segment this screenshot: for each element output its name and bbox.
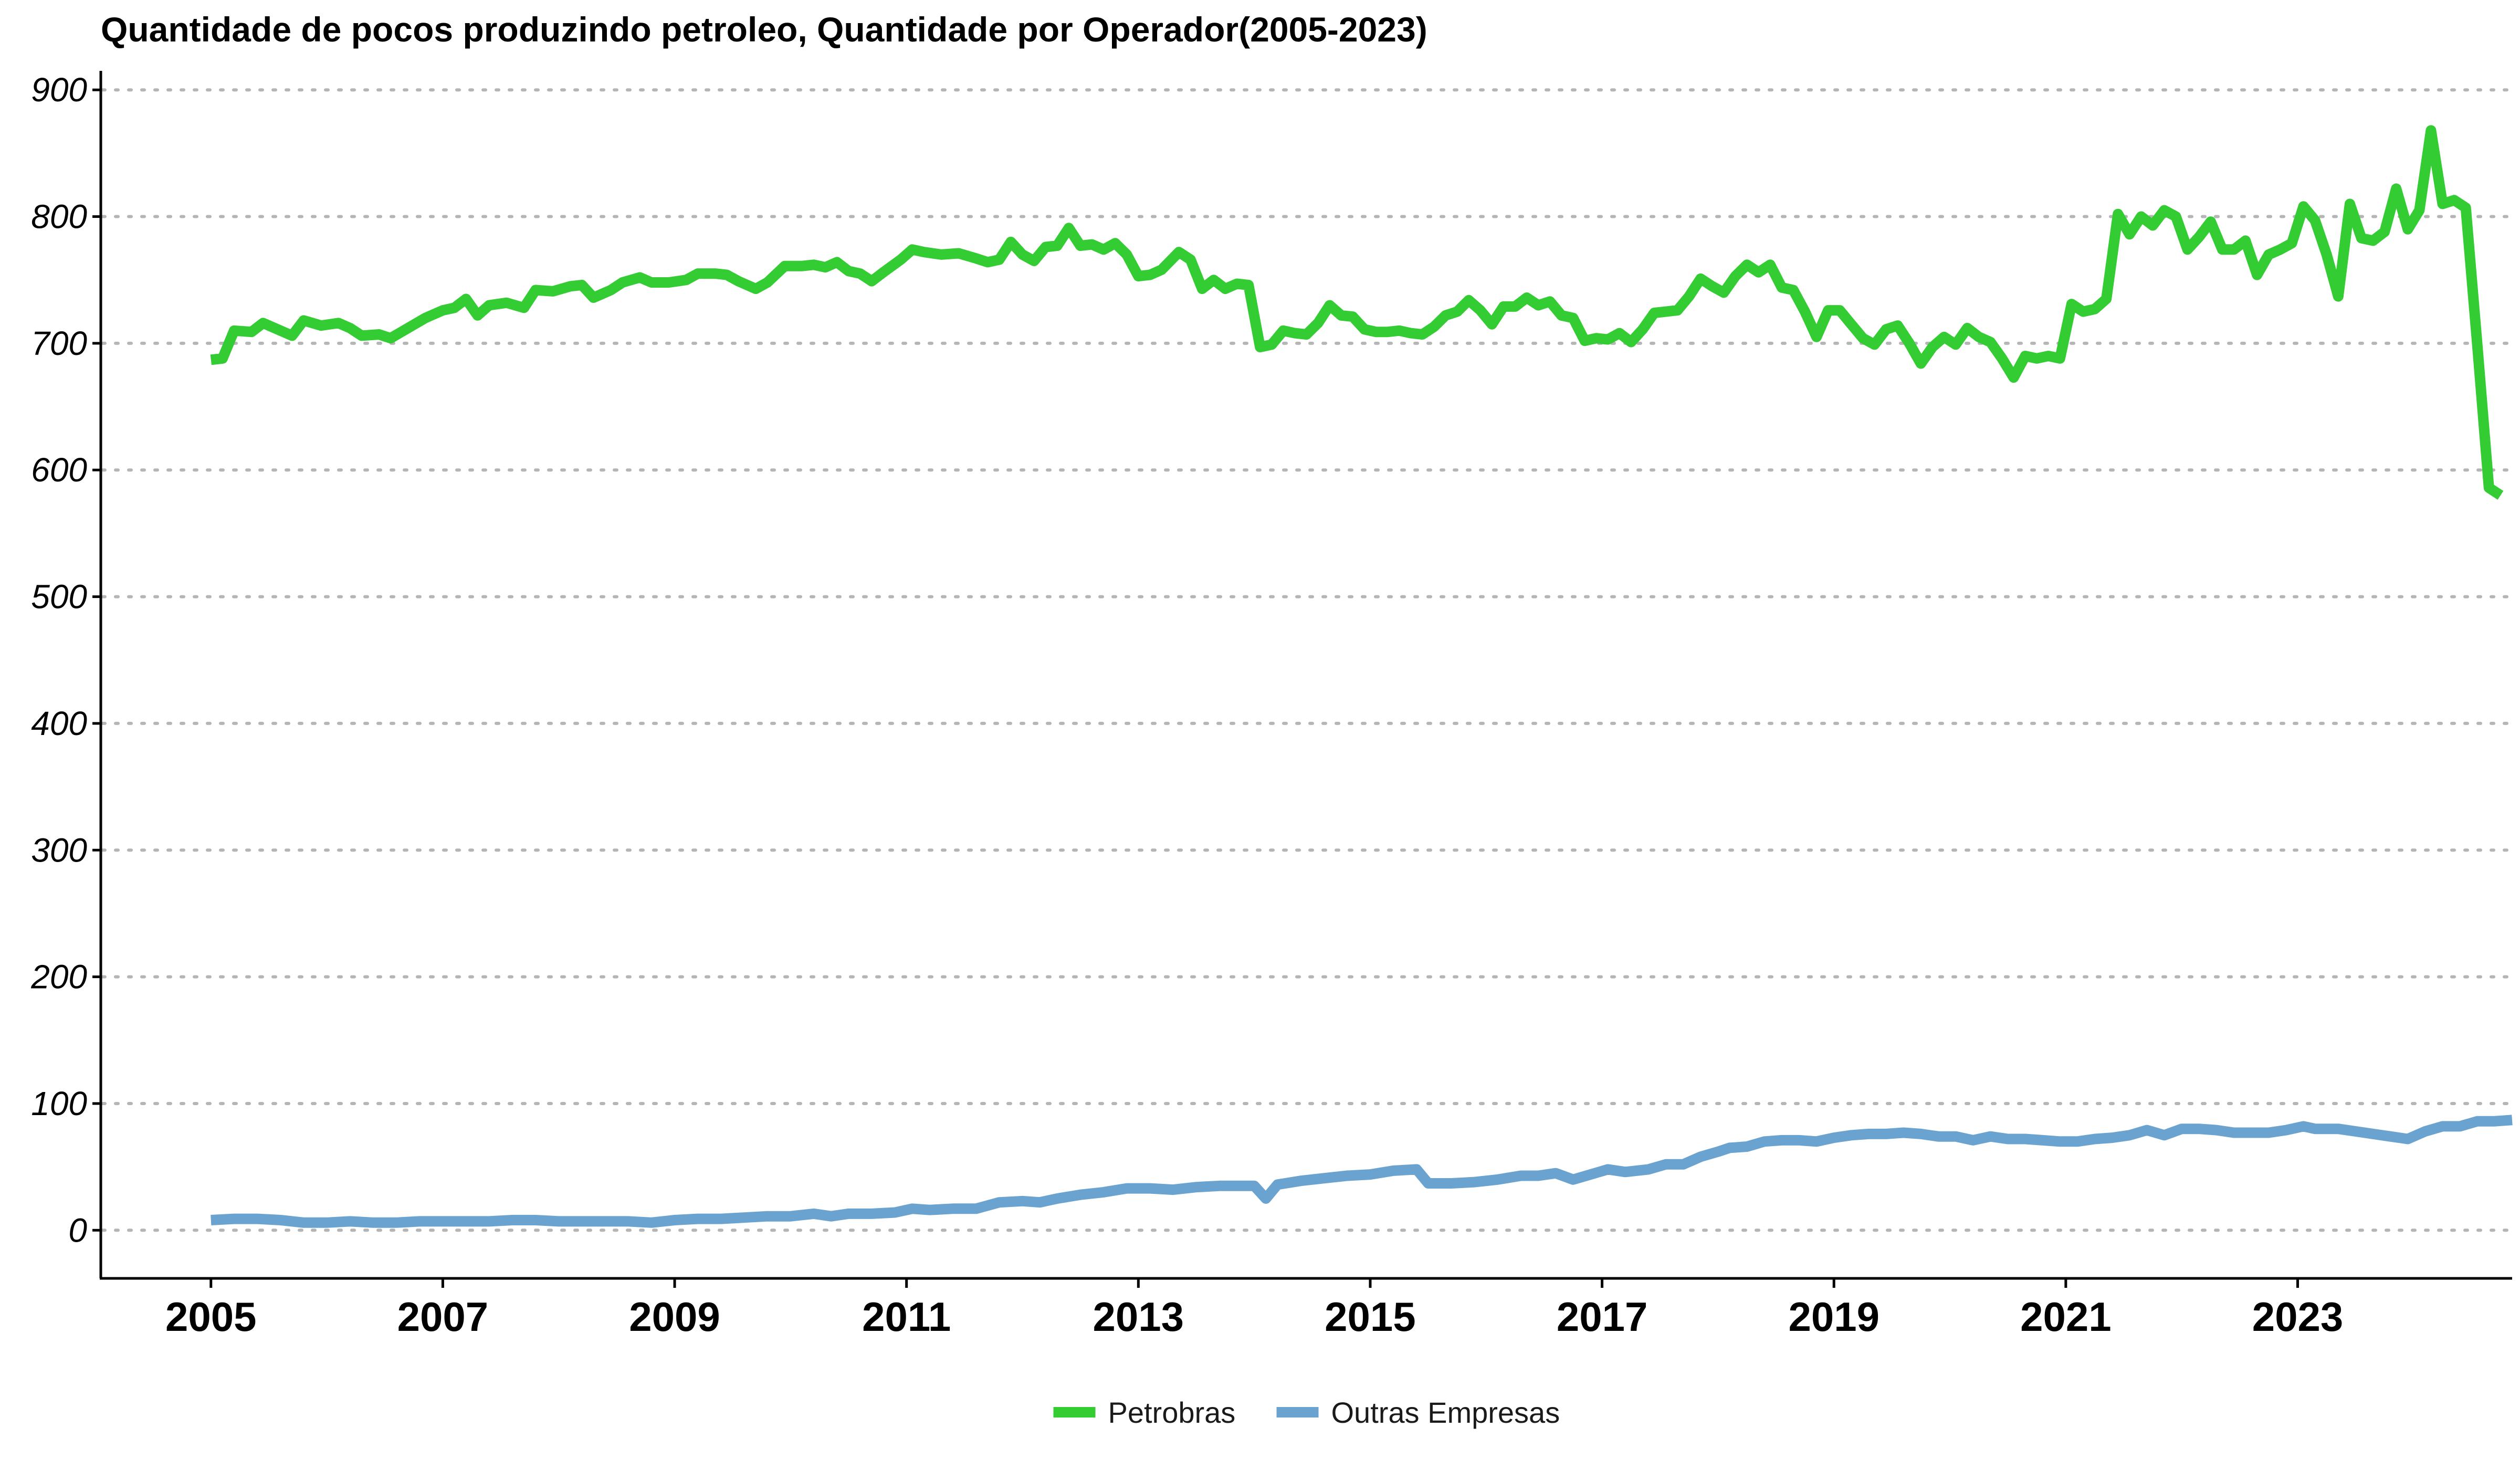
y-tick-label: 900 [31, 71, 87, 109]
y-tick-label: 700 [31, 324, 87, 362]
grid-lines [101, 88, 2514, 1232]
axes: 0 100 200 300 400 500 600 700 800 900 2005 2007 2009… [30, 71, 2512, 1340]
x-tick-label: 2019 [1788, 1294, 1880, 1340]
x-tick-label: 2007 [397, 1294, 489, 1340]
y-tick-label: 300 [31, 831, 87, 869]
chart-title: Quantidade de pocos produzindo petroleo,… [101, 10, 1427, 49]
x-tick-label: 2005 [165, 1294, 257, 1340]
x-tick-label: 2015 [1325, 1294, 1416, 1340]
y-tick-label: 500 [31, 578, 87, 616]
series-line-petrobras [210, 125, 2504, 500]
x-tick-label: 2013 [1093, 1294, 1184, 1340]
series-lines [210, 125, 2513, 1228]
y-tick-label: 800 [31, 198, 87, 236]
series-line-outras-empresas [211, 1115, 2513, 1228]
y-tick-label: 400 [31, 705, 87, 742]
y-tick-label: 0 [68, 1211, 87, 1249]
x-tick-label: 2021 [2020, 1294, 2112, 1340]
x-tick-label: 2009 [629, 1294, 720, 1340]
y-tick-label: 600 [31, 451, 87, 489]
x-tick-label: 2017 [1557, 1294, 1648, 1340]
legend-label: Petrobras [1108, 1396, 1236, 1429]
y-tick-label: 200 [30, 958, 87, 996]
x-tick-label: 2011 [862, 1294, 951, 1340]
y-tick-label: 100 [31, 1085, 87, 1122]
x-tick-label: 2023 [2252, 1294, 2344, 1340]
legend-label: Outras Empresas [1331, 1396, 1560, 1429]
legend: Petrobras Outras Empresas [1053, 1396, 1560, 1429]
